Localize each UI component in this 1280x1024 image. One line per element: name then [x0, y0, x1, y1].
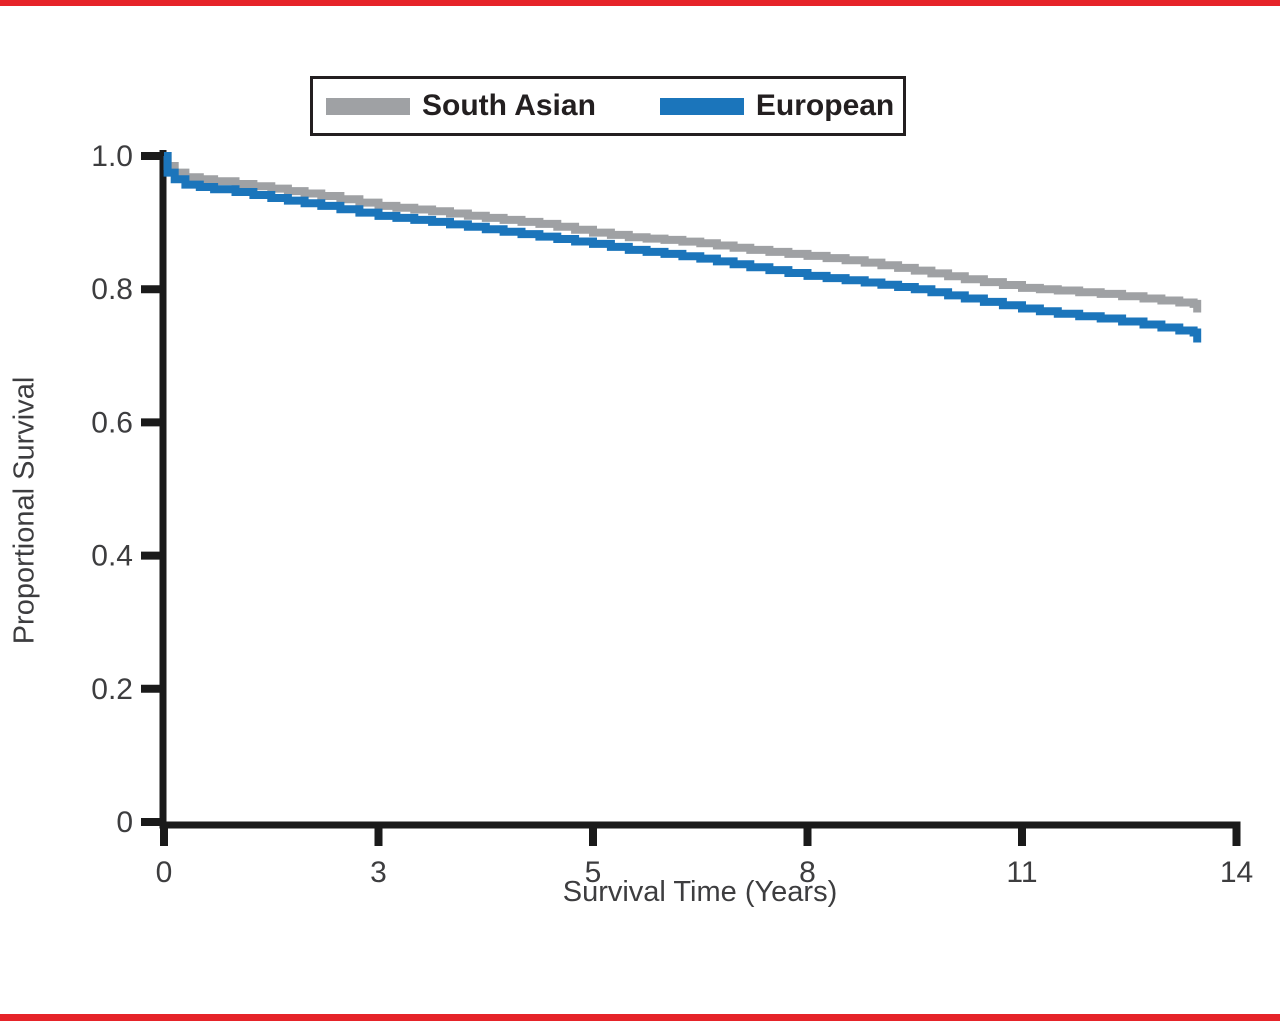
- x-axis-title: Survival Time (Years): [562, 876, 838, 908]
- legend-item-south-asian: South Asian: [326, 91, 596, 121]
- x-tick-label: 11: [1006, 856, 1037, 889]
- x-tick-label: 14: [1220, 856, 1253, 889]
- y-axis-title: Proportional Survival: [8, 376, 41, 645]
- series-line-european: [163, 152, 1202, 343]
- axis-frame: [159, 150, 1241, 829]
- y-tick-label: 0.4: [91, 540, 133, 573]
- bottom-border-bar: [0, 1014, 1280, 1021]
- y-tick-label: 1.0: [91, 140, 133, 173]
- european-line-swatch: [659, 97, 744, 115]
- x-tick-label: 0: [156, 856, 173, 889]
- y-tick-label: 0.6: [91, 406, 133, 439]
- survival-chart-svg: 1.0 0.8 0.6 0.4 0.2 00 3 5 8 11 14: [91, 140, 1253, 889]
- european-legend-label: European: [755, 89, 895, 122]
- y-tick-label: 0.2: [91, 673, 133, 706]
- legend-item-european: European: [659, 89, 895, 122]
- top-border-bar: [0, 0, 1280, 6]
- x-tick-label: 3: [370, 856, 387, 889]
- south-asian-line-swatch: [326, 97, 410, 115]
- series-line-south-asian: [163, 152, 1202, 313]
- survival-figure: 1.0 0.8 0.6 0.4 0.2 0 0 3 5 8 11 14 South Asian Eur…: [0, 6, 1280, 1014]
- x-tick-label: 5: [585, 856, 602, 889]
- x-tick-label: 8: [799, 856, 816, 889]
- y-tick-label: 0.8: [91, 273, 133, 306]
- y-tick-label: 0: [116, 806, 133, 839]
- legend: South Asian European: [310, 76, 906, 136]
- south-asian-legend-label: South Asian: [422, 89, 596, 122]
